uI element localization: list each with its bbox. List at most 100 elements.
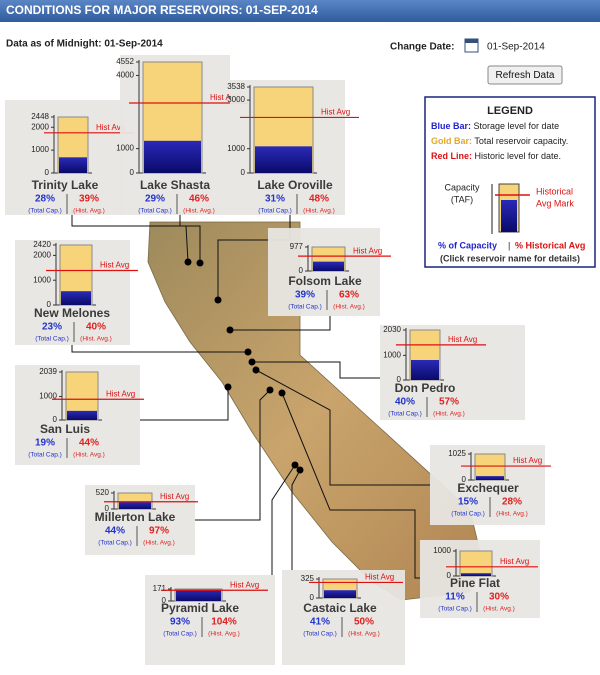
- reservoir-name[interactable]: New Melones: [34, 306, 110, 320]
- reservoir-card: 0 1000 3000 3538 Hist Avg Lake Oroville 31% 48%…: [227, 80, 359, 215]
- reservoir-card: 0 977 Hist Avg Folsom Lake 39% 63% (Total Cap.…: [268, 228, 391, 316]
- y-tick-label: 1000: [227, 144, 245, 153]
- hist-avg-caption: (Hist. Avg.): [483, 606, 515, 613]
- reservoir-name[interactable]: Castaic Lake: [303, 601, 377, 615]
- total-cap-caption: (Total Cap.): [303, 631, 337, 638]
- date-value[interactable]: 01-Sep-2014: [487, 42, 545, 53]
- y-tick-label: 0: [45, 168, 50, 177]
- hist-avg-caption: (Hist. Avg.): [183, 208, 215, 215]
- change-date-label: Change Date:: [390, 42, 454, 53]
- pct-hist-avg: 39%: [79, 194, 99, 205]
- reservoir-card: 0 1000 Hist Avg Pine Flat 11% 30% (Total Cap.)…: [420, 540, 540, 618]
- pct-hist-avg: 46%: [189, 194, 209, 205]
- hist-avg-caption: (Hist. Avg.): [333, 304, 365, 311]
- card-background: [380, 325, 525, 420]
- storage-bar: [313, 261, 344, 271]
- reservoir-name[interactable]: Lake Shasta: [140, 178, 210, 192]
- legend-hist-mark: Historical: [536, 186, 573, 196]
- y-tick-label: 0: [53, 415, 58, 424]
- storage-bar: [324, 590, 356, 598]
- pct-hist-avg: 44%: [79, 438, 99, 449]
- y-tick-label: 3538: [227, 82, 245, 91]
- hist-avg-caption: (Hist. Avg.): [496, 511, 528, 518]
- reservoir-name[interactable]: Lake Oroville: [257, 178, 333, 192]
- hist-avg-caption: (Hist. Avg.): [73, 208, 105, 215]
- pct-hist-avg: 63%: [339, 290, 359, 301]
- y-tick-label: 0: [162, 596, 167, 605]
- reservoir-dots: [184, 258, 304, 474]
- reservoir-name[interactable]: Folsom Lake: [288, 274, 362, 288]
- reservoir-card: 0 1000 4000 4552 Hist Avg Lake Shasta 29% 46% (T…: [116, 55, 248, 215]
- hist-avg-label: Hist Avg: [321, 108, 350, 117]
- hist-avg-label: Hist Avg: [230, 580, 259, 589]
- y-tick-label: 0: [299, 266, 304, 275]
- pct-hist-avg: 104%: [211, 617, 237, 628]
- storage-bar: [144, 140, 201, 173]
- hist-avg-label: Hist Avg: [96, 123, 125, 132]
- legend-box: [424, 96, 596, 268]
- y-tick-label: 2039: [39, 367, 57, 376]
- hist-avg-caption: (Hist. Avg.): [143, 540, 175, 547]
- pct-hist-avg: 28%: [502, 497, 522, 508]
- pct-capacity: 41%: [310, 617, 330, 628]
- hist-avg-label: Hist Avg: [513, 456, 542, 465]
- legend-note: (Click reservoir name for details): [440, 253, 580, 263]
- reservoir-name[interactable]: Exchequer: [457, 481, 519, 495]
- capacity-bar: [474, 453, 506, 481]
- data-as-of: Data as of Midnight: 01-Sep-2014: [6, 39, 163, 50]
- legend-separator: |: [508, 240, 510, 250]
- pct-hist-avg: 50%: [354, 617, 374, 628]
- pct-hist-avg: 48%: [309, 194, 329, 205]
- y-tick-label: 1000: [383, 350, 401, 359]
- y-tick-label: 0: [47, 300, 52, 309]
- y-tick-label: 1000: [433, 546, 451, 555]
- refresh-button-label[interactable]: Refresh Data: [496, 70, 555, 81]
- reservoir-card: 0 1000 2000 2420 Hist Avg New Melones 23% 40% (T…: [15, 240, 138, 345]
- reservoir-name[interactable]: San Luis: [40, 422, 90, 436]
- pct-capacity: 28%: [35, 194, 55, 205]
- y-tick-label: 3000: [227, 95, 245, 104]
- total-cap-caption: (Total Cap.): [35, 336, 69, 343]
- y-tick-label: 1000: [39, 392, 57, 401]
- hist-avg-label: Hist Avg: [353, 246, 382, 255]
- y-tick-label: 2030: [383, 325, 401, 334]
- reservoir-card: 0 520 Hist Avg Millerton Lake 44% 97% (Total C…: [85, 485, 198, 555]
- reservoir-name[interactable]: Don Pedro: [395, 381, 456, 395]
- pct-capacity: 40%: [395, 397, 415, 408]
- y-tick-label: 0: [462, 475, 467, 484]
- reservoir-name[interactable]: Pyramid Lake: [161, 601, 239, 615]
- y-tick-label: 977: [290, 242, 304, 251]
- hist-avg-caption: (Hist. Avg.): [80, 336, 112, 343]
- y-tick-label: 0: [447, 571, 452, 580]
- hist-avg-label: Hist Avg: [100, 261, 129, 270]
- y-tick-label: 1000: [116, 144, 134, 153]
- total-cap-caption: (Total Cap.): [98, 540, 132, 547]
- y-tick-label: 520: [96, 488, 110, 497]
- y-tick-label: 325: [301, 574, 315, 583]
- card-background: [268, 228, 380, 316]
- reservoir-card: 0 1000 2030 Hist Avg Don Pedro 40% 57% (Total C…: [380, 325, 525, 420]
- storage-bar: [67, 410, 97, 420]
- reservoir-card: 0 1000 2039 Hist Avg San Luis 19% 44% (Total Ca…: [15, 365, 144, 465]
- header-bar: [0, 0, 600, 22]
- reservoir-name[interactable]: Pine Flat: [450, 576, 500, 590]
- y-tick-label: 0: [310, 593, 315, 602]
- storage-bar: [476, 476, 504, 480]
- pct-capacity: 11%: [445, 592, 465, 603]
- reservoir-name[interactable]: Trinity Lake: [32, 178, 99, 192]
- legend-item: Blue Bar: Storage level for date: [431, 121, 559, 131]
- storage-bar: [59, 157, 87, 173]
- total-cap-caption: (Total Cap.): [438, 606, 472, 613]
- refresh-button[interactable]: Refresh Data: [487, 65, 563, 85]
- reservoir-card: 0 325 Hist Avg Castaic Lake 41% 50% (Total Cap…: [282, 570, 405, 665]
- calendar-icon[interactable]: [464, 38, 479, 53]
- total-cap-caption: (Total Cap.): [258, 208, 292, 215]
- reservoir-name[interactable]: Millerton Lake: [95, 510, 176, 524]
- pct-capacity: 19%: [35, 438, 55, 449]
- hist-avg-caption: (Hist. Avg.): [73, 452, 105, 459]
- hist-avg-caption: (Hist. Avg.): [348, 631, 380, 638]
- y-tick-label: 1025: [448, 449, 466, 458]
- storage-bar: [119, 501, 151, 509]
- california-map: [147, 221, 483, 601]
